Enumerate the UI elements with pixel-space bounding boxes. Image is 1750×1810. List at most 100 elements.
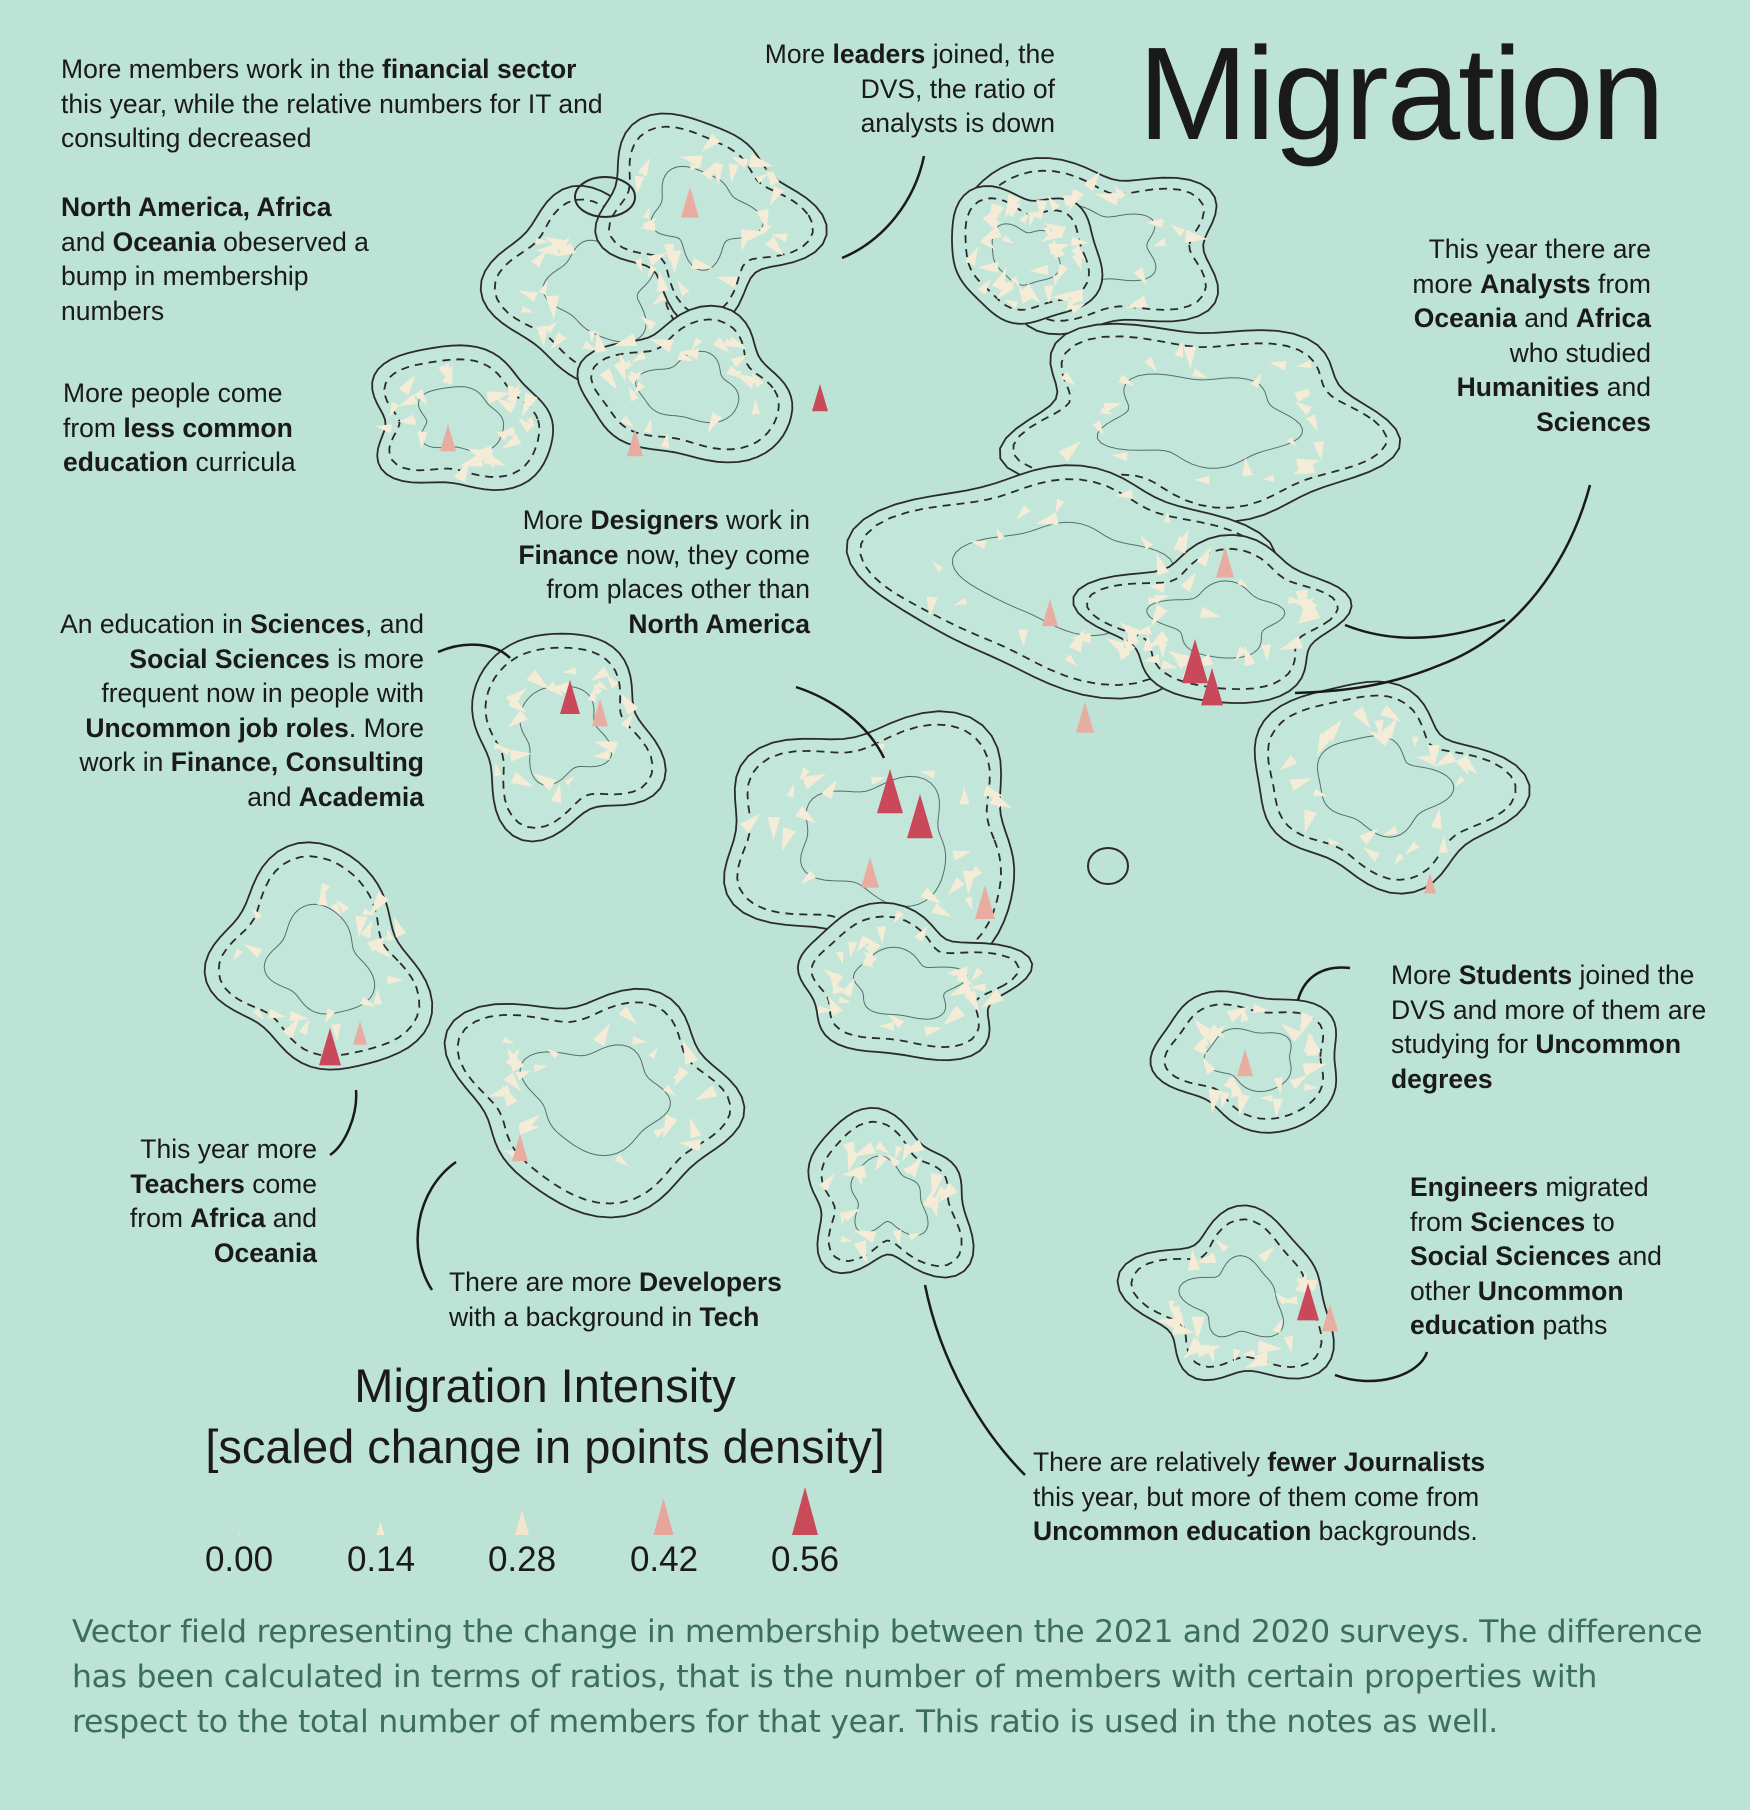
migration-arrow bbox=[980, 989, 1004, 1009]
migration-arrow bbox=[991, 267, 1007, 291]
migration-arrow bbox=[840, 1235, 853, 1243]
migration-arrow bbox=[689, 1117, 702, 1139]
migration-arrow bbox=[319, 883, 331, 900]
migration-arrow bbox=[841, 977, 856, 998]
migration-arrow bbox=[1302, 1063, 1328, 1077]
migration-arrow bbox=[1289, 1075, 1308, 1090]
migration-arrow bbox=[715, 276, 738, 289]
legend-label-3: 0.42 bbox=[629, 1540, 699, 1579]
migration-arrow bbox=[870, 776, 886, 785]
note-financial: More members work in the financial secto… bbox=[61, 54, 603, 154]
migration-arrow bbox=[731, 156, 749, 169]
migration-arrow bbox=[1272, 1318, 1283, 1334]
caption: Vector field representing the change in … bbox=[72, 1614, 1703, 1740]
migration-arrow bbox=[1283, 1335, 1294, 1353]
migration-arrow bbox=[1382, 826, 1398, 836]
cluster-outline bbox=[217, 855, 421, 1057]
migration-arrow bbox=[1279, 755, 1298, 771]
migration-arrow bbox=[336, 899, 350, 913]
migration-arrow bbox=[662, 1114, 678, 1139]
migration-arrow bbox=[1301, 597, 1315, 609]
migration-arrow-strong bbox=[1322, 1304, 1338, 1332]
cluster-outline bbox=[203, 841, 434, 1071]
migration-arrow bbox=[1047, 195, 1061, 212]
migration-arrow bbox=[1173, 658, 1186, 670]
migration-arrow bbox=[592, 750, 610, 760]
migration-arrow bbox=[632, 1036, 648, 1045]
leader-line-analysts bbox=[1294, 484, 1592, 695]
migration-arrow bbox=[682, 1040, 699, 1065]
migration-arrow bbox=[1312, 788, 1328, 797]
migration-arrow bbox=[1393, 853, 1405, 865]
migration-arrow bbox=[1296, 359, 1312, 369]
migration-arrow bbox=[594, 330, 607, 353]
migration-arrow bbox=[637, 157, 651, 177]
migration-arrow bbox=[1161, 660, 1178, 669]
migration-arrow bbox=[1035, 512, 1059, 525]
migration-arrow bbox=[980, 235, 996, 250]
migration-arrow bbox=[1150, 604, 1168, 627]
migration-arrow bbox=[755, 173, 769, 184]
migration-arrow bbox=[927, 1196, 939, 1218]
migration-arrow bbox=[1307, 1031, 1321, 1056]
migration-arrow bbox=[1148, 596, 1162, 604]
migration-arrow bbox=[633, 381, 645, 395]
cluster-outline bbox=[263, 903, 376, 1015]
migration-arrow bbox=[712, 336, 731, 354]
migration-arrow bbox=[588, 330, 595, 343]
migration-arrow bbox=[515, 1070, 532, 1081]
migration-arrow bbox=[631, 351, 647, 363]
migration-arrow bbox=[1127, 623, 1140, 646]
migration-arrow bbox=[1083, 171, 1101, 192]
migration-arrow bbox=[662, 1084, 676, 1097]
cluster-outline bbox=[608, 125, 814, 317]
migration-arrow bbox=[1044, 223, 1067, 238]
migration-arrow bbox=[587, 686, 596, 703]
migration-arrow bbox=[521, 392, 538, 417]
migration-arrow bbox=[679, 348, 699, 360]
migration-arrow bbox=[398, 374, 416, 396]
migration-arrow bbox=[1144, 356, 1158, 372]
note-leaders: More leaders joined, the DVS, the ratio … bbox=[764, 39, 1055, 139]
migration-arrow bbox=[1064, 654, 1078, 667]
migration-arrow bbox=[620, 713, 634, 729]
migration-arrow bbox=[931, 902, 952, 917]
cluster-outline bbox=[650, 165, 764, 271]
migration-arrow bbox=[988, 211, 1001, 227]
legend-title-line1: Migration Intensity bbox=[354, 1359, 736, 1412]
migration-arrow bbox=[711, 163, 724, 186]
migration-arrow bbox=[289, 1010, 309, 1022]
migration-arrow bbox=[386, 927, 394, 942]
migration-arrow bbox=[544, 321, 558, 334]
note-journalists: There are relatively fewer Journalists t… bbox=[1033, 1447, 1486, 1547]
legend-arrow bbox=[515, 1510, 529, 1535]
migration-arrow bbox=[1183, 346, 1197, 370]
migration-arrow bbox=[1156, 553, 1169, 576]
migration-arrow bbox=[1043, 285, 1054, 304]
migration-arrow bbox=[548, 682, 570, 694]
migration-arrow bbox=[648, 1046, 659, 1059]
migration-arrow bbox=[592, 1023, 611, 1047]
migration-arrow bbox=[1071, 632, 1091, 644]
migration-arrow bbox=[823, 969, 844, 986]
migration-arrow-strong bbox=[627, 429, 643, 457]
migration-arrow bbox=[599, 368, 618, 390]
leader-line-sciences bbox=[437, 643, 511, 659]
migration-arrow bbox=[771, 233, 788, 243]
migration-arrow bbox=[1202, 1056, 1216, 1075]
migration-arrow bbox=[701, 133, 721, 152]
migration-arrow bbox=[1196, 1344, 1222, 1358]
migration-arrow bbox=[1296, 458, 1320, 472]
migration-arrow bbox=[268, 1008, 287, 1019]
migration-arrow bbox=[1133, 267, 1147, 286]
migration-arrow bbox=[1235, 646, 1247, 662]
migration-arrow bbox=[373, 989, 383, 1005]
migration-arrow bbox=[905, 1156, 922, 1177]
migration-arrow bbox=[1196, 1252, 1217, 1263]
migration-arrow bbox=[914, 925, 928, 942]
migration-arrow bbox=[546, 681, 564, 697]
migration-arrow bbox=[1140, 535, 1153, 550]
migration-arrow bbox=[1192, 368, 1208, 378]
migration-arrow bbox=[952, 850, 972, 861]
note-engineers: Engineers migrated from Sciences to Soci… bbox=[1410, 1172, 1662, 1341]
